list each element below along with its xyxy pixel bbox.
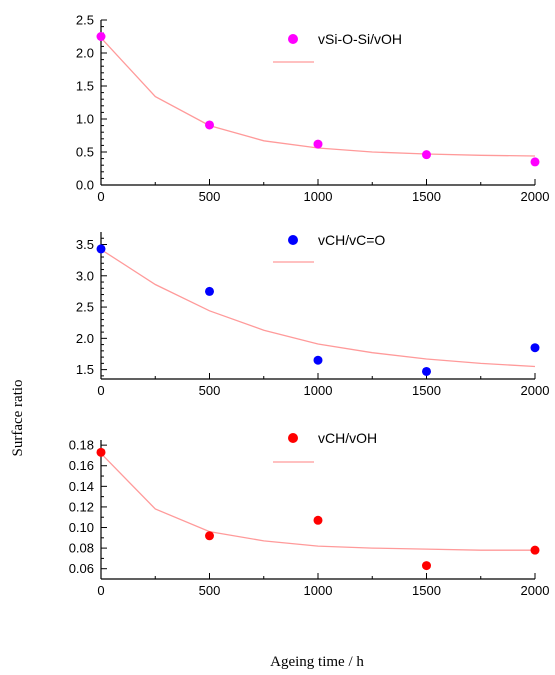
y-tick-label: 0.12 [69,499,94,514]
y-tick-label: 1.5 [76,79,94,94]
x-tick-label: 1000 [304,583,333,598]
x-tick-label: 2000 [521,189,550,204]
y-tick-label: 2.0 [76,46,94,61]
data-point [530,157,540,167]
y-tick-label: 0.16 [69,458,94,473]
y-tick-label: 0.06 [69,561,94,576]
x-tick-label: 0 [97,189,104,204]
x-tick-label: 500 [199,383,221,398]
data-point [530,343,540,353]
x-tick-label: 1000 [304,189,333,204]
data-point [205,120,214,130]
y-tick-label: 0.5 [76,145,94,160]
x-tick-label: 2000 [521,583,550,598]
x-tick-label: 1500 [412,383,441,398]
fit-curve [100,37,536,157]
y-tick-label: 1.0 [76,112,94,127]
fit-curve [100,248,536,368]
fit-curve [100,452,535,551]
chart-panel-1: 0 500 1000 1500 2000 0.0 0.5 1.0 1.5 2.0 2.5 vSi-O-… [76,13,550,205]
y-tick-label: 3.0 [76,268,94,283]
data-point [422,561,431,571]
x-tick-label: 500 [199,189,221,204]
data-point [96,32,106,41]
x-axis-title: Ageing time / h [270,654,364,670]
legend-label: vSi-O-Si/vOH [318,31,402,47]
y-tick-label: 0.14 [69,479,94,494]
data-point [205,286,214,296]
x-tick-label: 1000 [304,383,333,398]
data-point [313,355,323,365]
data-point [96,244,106,254]
y-tick-label: 1.5 [76,362,94,377]
chart-panel-3: 0 500 1000 1500 2000 0.06 0.08 0.10 0.12 0.14 0.16… [69,430,550,598]
legend-label: vCH/vC=O [318,232,385,248]
y-tick-label: 2.5 [76,13,94,28]
y-tick-label: 3.5 [76,237,94,252]
legend-label: vCH/vOH [318,430,377,446]
y-tick-label: 2.5 [76,300,94,315]
legend-marker [288,34,298,44]
chart-panel-2: 0 500 1000 1500 2000 1.5 2.0 2.5 3.0 3.5 vCH/vC=O [76,232,550,398]
y-tick-label: 0.18 [69,438,94,453]
y-tick-label: 0.0 [76,178,94,193]
legend-marker [288,433,298,443]
data-point [422,366,431,376]
data-point [96,447,106,457]
x-tick-label: 2000 [521,383,550,398]
y-tick-label: 2.0 [76,331,94,346]
data-point [205,531,214,541]
data-point [313,515,323,525]
x-tick-label: 1500 [412,583,441,598]
data-point [422,150,431,160]
data-point [313,139,323,149]
data-point [530,545,540,555]
x-tick-label: 0 [97,583,104,598]
y-axis-title: Surface ratio [10,379,26,456]
y-tick-label: 0.08 [69,541,94,556]
x-tick-label: 500 [199,583,221,598]
x-tick-label: 1500 [412,189,441,204]
y-tick-label: 0.10 [69,520,94,535]
legend-marker [288,235,298,245]
x-tick-label: 0 [97,383,104,398]
